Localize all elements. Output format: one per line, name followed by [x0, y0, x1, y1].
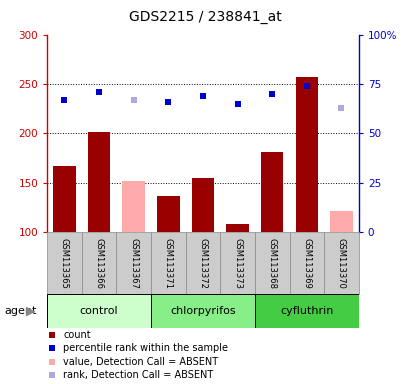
Point [49, 372, 56, 379]
Text: GSM113369: GSM113369 [301, 238, 310, 288]
Text: GSM113370: GSM113370 [336, 238, 345, 288]
Point [49, 346, 56, 352]
Text: rank, Detection Call = ABSENT: rank, Detection Call = ABSENT [63, 370, 213, 381]
Bar [47, 294, 151, 328]
Text: cyfluthrin: cyfluthrin [279, 306, 333, 316]
Bar [329, 210, 352, 232]
Point [130, 97, 137, 103]
Text: GSM113371: GSM113371 [164, 238, 173, 288]
Point [199, 93, 206, 99]
Text: control: control [80, 306, 118, 316]
Bar [88, 132, 110, 232]
Point [96, 89, 102, 95]
Point [337, 105, 344, 111]
Text: value, Detection Call = ABSENT: value, Detection Call = ABSENT [63, 357, 218, 367]
Text: agent: agent [4, 306, 36, 316]
Bar [289, 232, 324, 294]
Bar [157, 196, 179, 232]
Text: GSM113368: GSM113368 [267, 238, 276, 288]
Bar [226, 224, 248, 232]
Bar [185, 232, 220, 294]
Text: GDS2215 / 238841_at: GDS2215 / 238841_at [128, 10, 281, 24]
Point [303, 83, 309, 89]
Bar [220, 232, 254, 294]
Bar [122, 181, 145, 232]
Text: GSM113372: GSM113372 [198, 238, 207, 288]
Bar [53, 166, 76, 232]
Bar [151, 294, 254, 328]
Bar [254, 294, 358, 328]
Point [268, 91, 275, 97]
Text: GSM113373: GSM113373 [232, 238, 241, 288]
Bar [116, 232, 151, 294]
Point [234, 101, 240, 107]
Bar [47, 232, 81, 294]
Point [49, 359, 56, 365]
Bar [191, 178, 213, 232]
Text: GSM113367: GSM113367 [129, 238, 138, 288]
Text: chlorpyrifos: chlorpyrifos [170, 306, 235, 316]
Bar [324, 232, 358, 294]
Bar [81, 232, 116, 294]
Text: GSM113365: GSM113365 [60, 238, 69, 288]
Text: percentile rank within the sample: percentile rank within the sample [63, 343, 227, 354]
Bar [260, 152, 283, 232]
Text: ▶: ▶ [26, 305, 36, 318]
Point [165, 99, 171, 105]
Bar [151, 232, 185, 294]
Point [49, 332, 56, 338]
Bar [295, 77, 317, 232]
Text: count: count [63, 330, 90, 340]
Text: GSM113366: GSM113366 [94, 238, 103, 288]
Point [61, 97, 67, 103]
Bar [254, 232, 289, 294]
